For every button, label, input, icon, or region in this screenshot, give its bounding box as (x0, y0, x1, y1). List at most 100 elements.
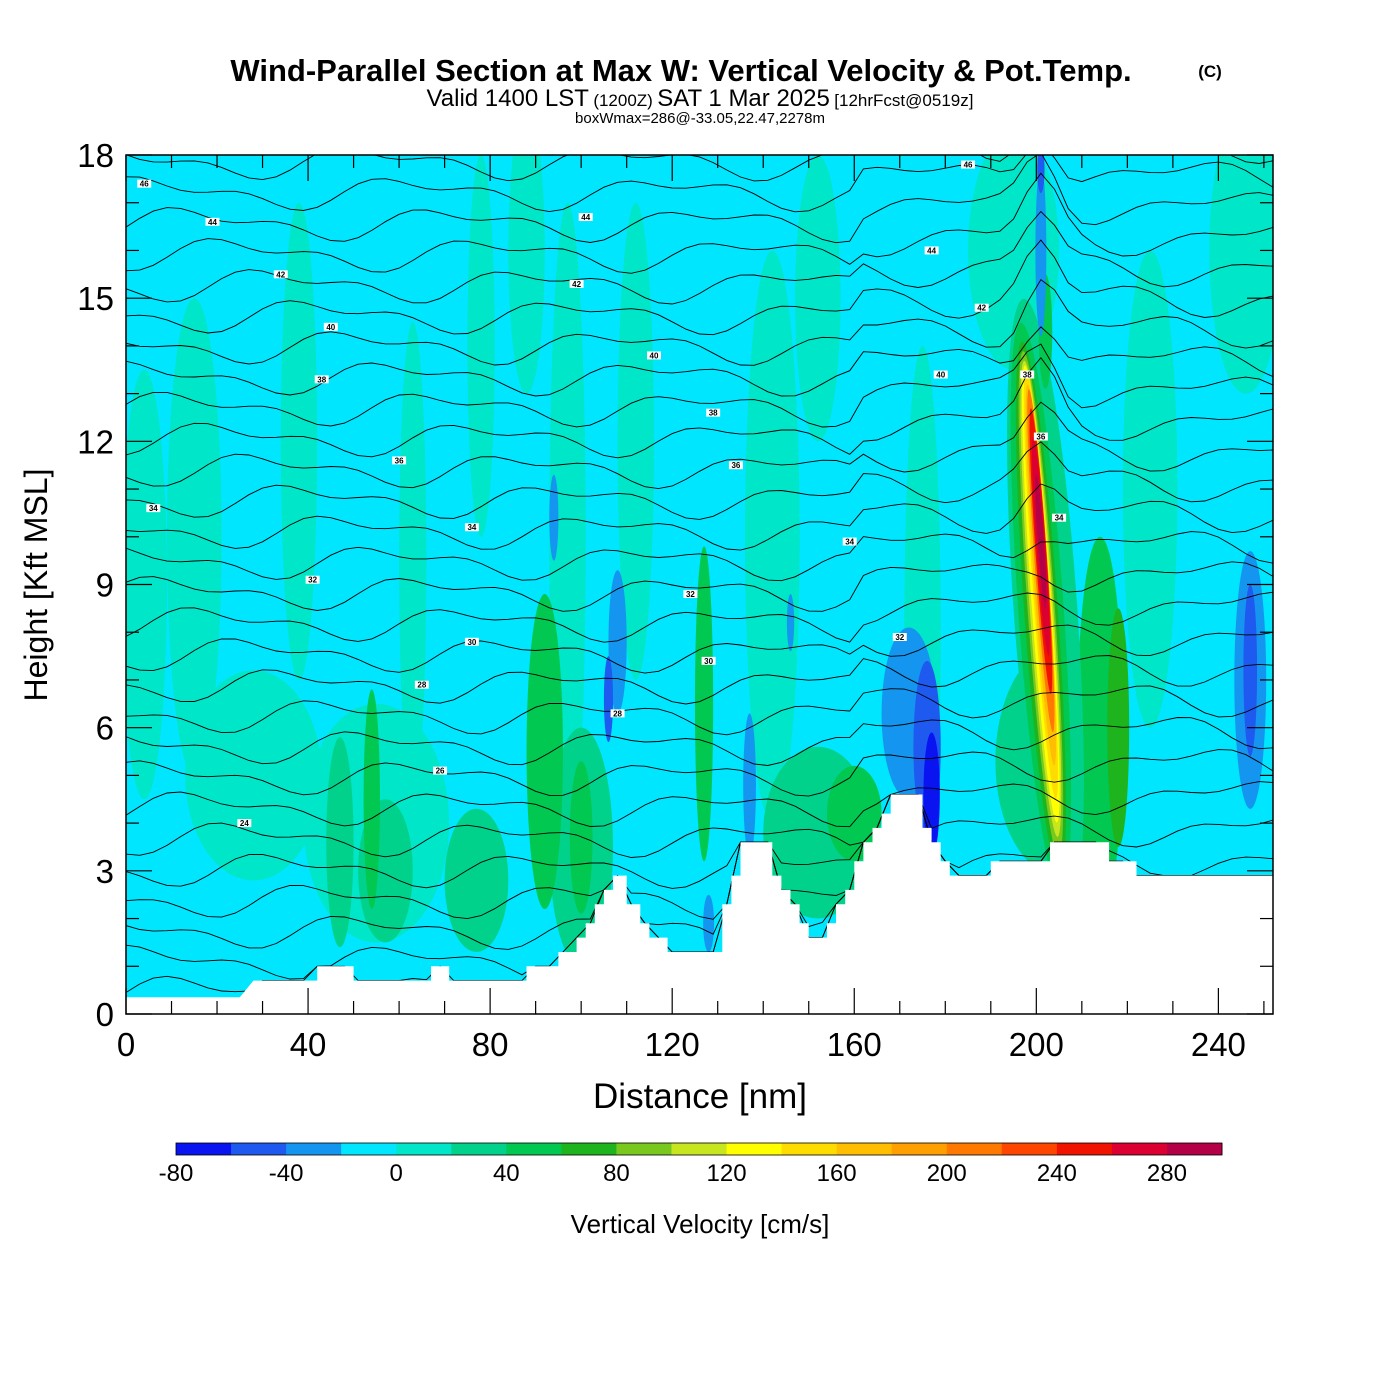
colorbar-swatch (561, 1143, 617, 1155)
theta-contour-label: 40 (646, 351, 661, 360)
velocity-cell (1035, 474, 1047, 609)
theta-contour (126, 441, 1273, 520)
svg-text:42: 42 (276, 270, 285, 279)
colorbar-tick-label: -40 (269, 1160, 304, 1187)
velocity-cell (1209, 155, 1273, 394)
theta-contour-label: 40 (933, 370, 948, 380)
velocity-cell (743, 713, 756, 857)
velocity-cell (694, 546, 714, 862)
chart-note: boxWmax=286@-33.05,22.47,2278m (575, 110, 825, 127)
colorbar-tick-label: 280 (1147, 1160, 1187, 1187)
colorbar-tick-label: 240 (1037, 1160, 1077, 1187)
theta-contour-label: 42 (273, 270, 288, 279)
svg-text:44: 44 (581, 213, 590, 222)
theta-contour (126, 155, 1273, 244)
velocity-cell (185, 670, 322, 881)
velocity-cell (549, 474, 559, 561)
colorbar-label: Vertical Velocity [cm/s] (571, 1209, 830, 1239)
velocity-cell (363, 689, 380, 910)
colorbar-swatch (671, 1143, 728, 1155)
svg-text:28: 28 (417, 681, 426, 690)
velocity-cell (795, 155, 841, 442)
theta-contour (126, 685, 1273, 736)
theta-contour-label: 34 (146, 504, 161, 513)
theta-contour-label: 24 (237, 819, 252, 828)
colorbar-swatch (891, 1143, 948, 1155)
y-tick-label: 15 (77, 280, 114, 317)
colorbar-tick-label: 40 (493, 1160, 520, 1187)
theta-contour-label: 36 (728, 461, 743, 470)
y-tick-label: 0 (96, 996, 114, 1033)
theta-contour-label: 46 (137, 179, 152, 189)
theta-contour (126, 624, 1273, 674)
velocity-cell (1077, 536, 1123, 919)
colorbar-swatch (616, 1143, 672, 1155)
theta-contour-label: 32 (305, 575, 320, 585)
theta-contour (126, 343, 1273, 428)
svg-text:32: 32 (308, 576, 317, 585)
svg-text:34: 34 (845, 538, 854, 547)
svg-text:38: 38 (1023, 371, 1032, 380)
x-tick-label: 120 (645, 1026, 700, 1063)
svg-text:30: 30 (704, 657, 713, 666)
velocity-cell (1037, 155, 1045, 194)
colorbar-tick-label: 0 (390, 1160, 403, 1187)
svg-text:34: 34 (467, 523, 476, 532)
theta-contour (126, 781, 1273, 828)
theta-contour (126, 155, 1273, 213)
chart-title: Wind-Parallel Section at Max W: Vertical… (230, 53, 1131, 88)
x-tick-label: 200 (1009, 1026, 1064, 1063)
y-tick-label: 6 (96, 710, 114, 747)
svg-text:34: 34 (149, 504, 158, 513)
theta-contour-label: 34 (1052, 513, 1067, 523)
svg-text:32: 32 (686, 590, 695, 599)
colorbar-swatch (1001, 1143, 1058, 1155)
theta-contour-label: 44 (205, 217, 220, 227)
theta-contour (126, 591, 1273, 643)
theta-contour (126, 717, 1273, 766)
theta-contour-label: 46 (961, 160, 976, 170)
colorbar-tick-label: 200 (927, 1160, 967, 1187)
theta-contour-label: 44 (578, 213, 593, 222)
y-tick-label: 9 (96, 567, 114, 604)
theta-contour (126, 531, 1273, 582)
y-axis-label: Height [Kft MSL] (18, 469, 54, 702)
colorbar-swatch (176, 1143, 232, 1155)
velocity-cell (326, 737, 354, 948)
velocity-cell (1035, 164, 1047, 337)
theta-contour (126, 326, 1273, 397)
theta-contour-label: 38 (314, 375, 329, 384)
velocity-cell (569, 761, 593, 914)
theta-contour (126, 561, 1273, 612)
velocity-cell (603, 656, 614, 742)
velocity-cell (444, 808, 509, 952)
theta-contour-label: 36 (392, 456, 407, 465)
colorbar-swatch (781, 1143, 838, 1155)
theta-contour-label: 26 (433, 766, 448, 776)
velocity-cell (617, 202, 654, 680)
velocity-cell (1107, 608, 1130, 847)
velocity-cell (786, 594, 795, 652)
svg-text:26: 26 (436, 767, 445, 776)
velocity-cell (923, 732, 940, 857)
theta-contour-label: 30 (701, 656, 716, 666)
svg-text:36: 36 (731, 461, 740, 470)
theta-contour-label: 36 (1033, 432, 1048, 442)
x-tick-label: 0 (117, 1026, 135, 1063)
colorbar-swatch (836, 1143, 893, 1155)
y-tick-label: 3 (96, 853, 114, 890)
svg-text:40: 40 (326, 323, 335, 332)
svg-text:32: 32 (895, 633, 904, 642)
svg-text:42: 42 (977, 304, 986, 313)
theta-contour-label: 28 (414, 680, 429, 690)
theta-contour (126, 794, 1273, 858)
theta-contour-label: 42 (569, 279, 584, 289)
colorbar-swatch (451, 1143, 507, 1155)
svg-text:40: 40 (936, 371, 945, 380)
theta-contour (126, 356, 1273, 459)
colorbar-tick-label: 160 (817, 1160, 857, 1187)
velocity-cell (608, 570, 627, 714)
svg-text:40: 40 (650, 351, 659, 360)
velocity-cell (399, 322, 427, 800)
theta-contour (126, 483, 1273, 551)
